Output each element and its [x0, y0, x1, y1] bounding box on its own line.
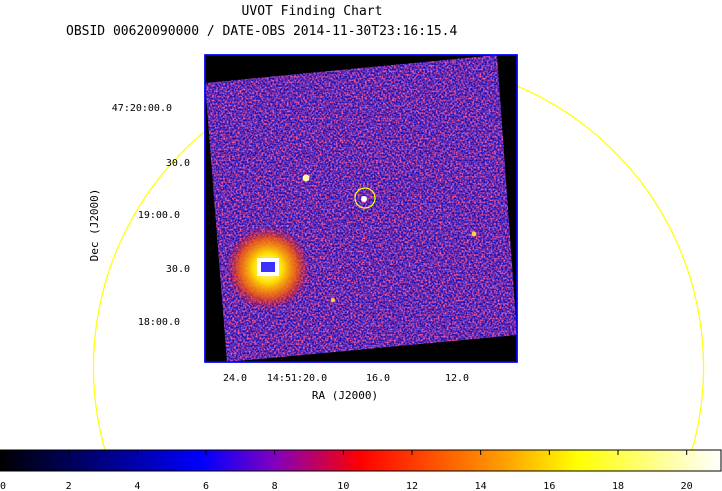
bright-source [226, 226, 310, 310]
colorbar-ticks: 0 2 4 6 8 10 12 14 16 18 20 [0, 450, 693, 491]
image-region [205, 55, 517, 362]
colorbar-tick-label: 8 [272, 481, 278, 491]
x-axis-label: RA (J2000) [312, 389, 378, 402]
colorbar-tick-label: 2 [66, 481, 72, 491]
colorbar-tick-label: 4 [134, 481, 140, 491]
chart-subtitle: OBSID 00620090000 / DATE-OBS 2014-11-30T… [66, 24, 458, 39]
x-tick-label: 16.0 [366, 373, 390, 384]
y-tick-label: 47:20:00.0 [112, 103, 172, 114]
x-tick-label: 12.0 [445, 373, 469, 384]
marked-source [361, 196, 367, 202]
colorbar-tick-label: 14 [475, 481, 487, 491]
colorbar [0, 449, 722, 472]
y-tick-label: 18:00.0 [138, 317, 180, 328]
x-tick-label: 14:51:20.0 [267, 373, 327, 384]
x-tick-label: 24.0 [223, 373, 247, 384]
point-source [302, 174, 310, 182]
colorbar-tick-label: 0 [0, 481, 6, 491]
colorbar-tick-label: 10 [337, 481, 349, 491]
colorbar-tick-label: 6 [203, 481, 209, 491]
colorbar-tick-label: 18 [612, 481, 624, 491]
y-tick-label: 30.0 [166, 158, 190, 169]
y-tick-label: 30.0 [166, 264, 190, 275]
chart-title: UVOT Finding Chart [242, 4, 383, 19]
point-source [331, 298, 335, 302]
y-tick-label: 19:00.0 [138, 210, 180, 221]
colorbar-tick-label: 20 [681, 481, 693, 491]
colorbar-tick-label: 12 [406, 481, 418, 491]
marked-source-circle [354, 187, 376, 209]
colorbar-tick-label: 16 [543, 481, 555, 491]
y-axis-label: Dec (J2000) [88, 189, 101, 262]
image-frame-border [204, 54, 518, 363]
point-source [471, 231, 477, 237]
